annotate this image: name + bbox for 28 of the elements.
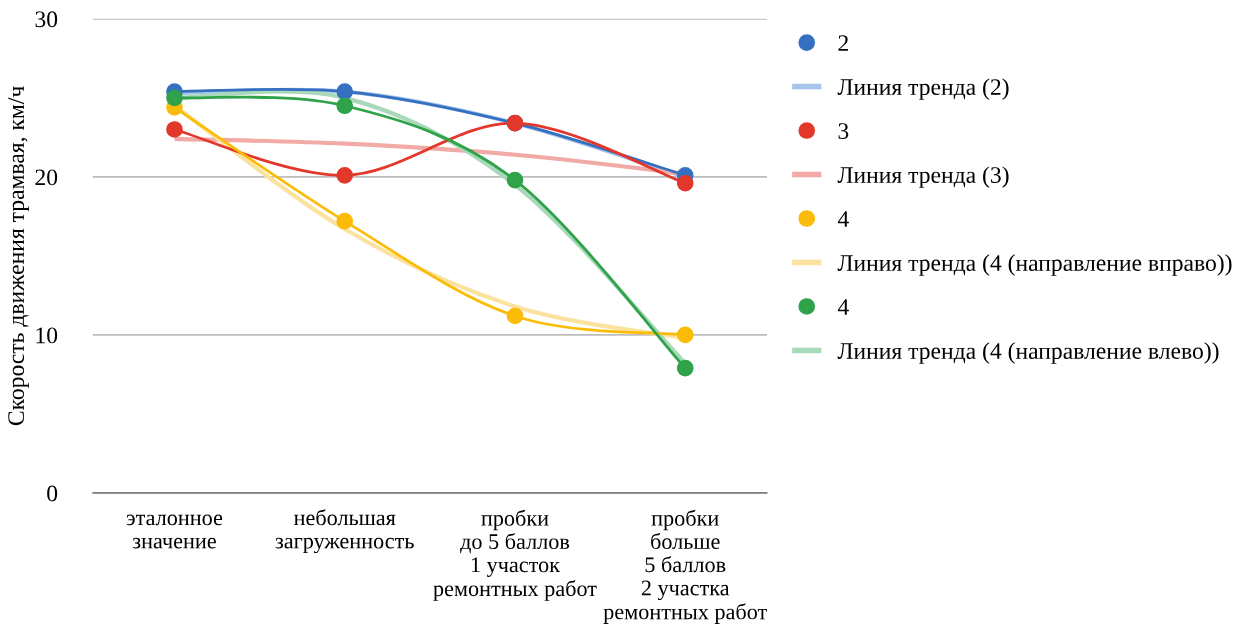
legend-label: 4 [837,299,849,315]
legend-label: Линия тренда (3) [837,166,1009,188]
y-tick-label: 10 [36,327,58,344]
x-tick-label: пробки больше 5 баллов 2 участка ремонтных работ [603,509,767,624]
y-tick-label: 20 [35,169,58,186]
point [336,212,354,230]
x-tick-label: небольшая загруженность [275,509,414,554]
x-tick-label: пробки до 5 баллов 1 участок ремонтных работ [433,509,597,601]
legend-label: 3 [838,123,849,140]
legend-label: 2 [838,35,848,51]
point [336,83,354,100]
point [506,307,524,325]
legend-label: Линия тренда (4 (направление влево)) [837,342,1219,364]
point [336,97,354,115]
point [336,166,354,184]
y-axis-title: Скорость движения трамвая, км/ч [8,86,29,426]
point [676,174,694,192]
point [676,359,694,377]
point [166,89,183,107]
point [676,326,694,344]
y-tick-label: 0 [47,485,58,502]
point [166,121,183,138]
legend-label: Линия тренда (4 (направление вправо)) [837,254,1232,276]
y-tick-label: 30 [35,11,58,28]
legend-label: Линия тренда (2) [837,78,1009,100]
x-tick-label: эталонное значение [126,514,223,549]
legend-label: 4 [837,211,849,227]
point [506,171,524,189]
